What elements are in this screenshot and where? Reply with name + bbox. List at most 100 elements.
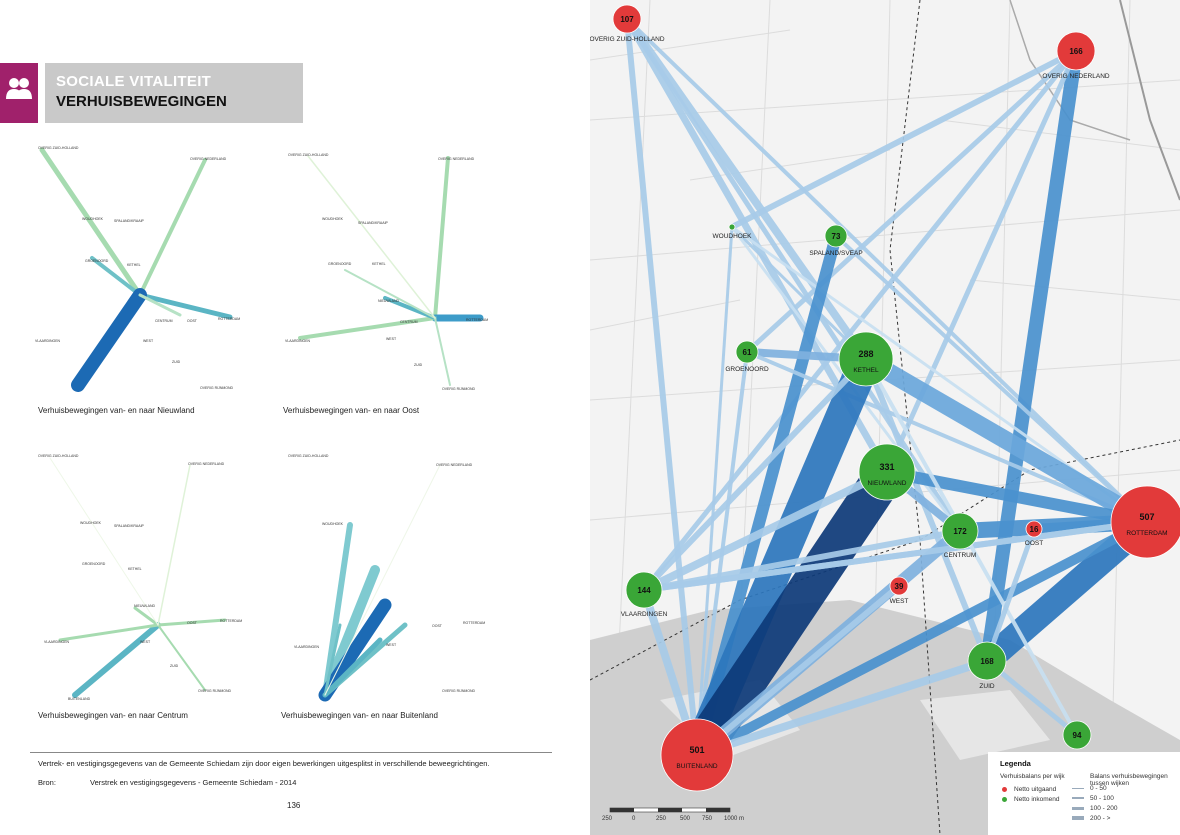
mini-label: OVERIG RIJNMOND — [198, 689, 232, 693]
node-circle — [728, 223, 736, 231]
mini-label: ROTTERDAM — [218, 317, 240, 321]
mini-label: SPALAND/KRAAIP — [114, 219, 145, 223]
node-circle — [838, 331, 894, 387]
node-label: OOST — [1025, 540, 1043, 547]
legend-item-uitgaand: Netto uitgaand — [1002, 786, 1056, 793]
flow-onl-nw — [884, 49, 1079, 474]
mini-label: ZUID — [170, 664, 179, 668]
node-label: CENTRUM — [944, 552, 977, 559]
flow-map: 107 OVERIG ZUID-HOLLAND 166 OVERIG NEDERLAN… — [590, 0, 1180, 835]
people-icon — [0, 63, 38, 123]
node-circle — [625, 571, 663, 609]
node-west: 39 WEST — [889, 576, 909, 605]
flow-vl-ro — [643, 519, 1148, 593]
node-circle — [967, 641, 1007, 681]
node-label: GROENOORD — [725, 366, 769, 373]
node-woudhoek: WOUDHOEK — [713, 223, 752, 240]
node-circle — [612, 4, 642, 34]
legend-label: 50 - 100 — [1090, 795, 1114, 802]
node-value: 168 — [980, 657, 994, 666]
legend-label: 0 - 50 — [1090, 785, 1107, 792]
flow-width-icon — [1072, 787, 1084, 789]
flow-we-bu — [695, 583, 901, 758]
mini-label: ZUID — [172, 360, 181, 364]
mini-label: GROENOORD — [82, 562, 106, 566]
red-dot-icon — [1002, 786, 1007, 792]
legend-flow-class: 100 - 200 — [1072, 805, 1117, 812]
node-label: OVERIG ZUID-HOLLAND — [590, 36, 665, 43]
flow-wh-ke — [730, 225, 868, 361]
flow-ozh-ce — [624, 17, 963, 533]
flow-width-icon — [1072, 797, 1084, 800]
flow-onl-wh — [730, 48, 1078, 230]
mini-label: WEST — [140, 640, 151, 644]
legend-flow-class: 50 - 100 — [1072, 795, 1114, 802]
scale-label: 500 — [680, 816, 691, 822]
page-title: VERHUISBEWEGINGEN — [56, 93, 227, 110]
node-circle — [1110, 485, 1180, 559]
divider — [30, 752, 552, 753]
node-circle — [1062, 720, 1092, 750]
mini-label: WOUDHOEK — [322, 217, 344, 221]
node-value: 94 — [1073, 731, 1082, 740]
legend-balance-title: Verhuisbalans per wijk — [1000, 773, 1065, 780]
flow-nw-bu — [680, 460, 904, 767]
node-label: SPALAND/SVEAP — [809, 250, 862, 257]
flow-nw-vl — [642, 468, 889, 594]
flow-nw-ro — [885, 466, 1149, 528]
mini-map-buitenland: OVERIG ZUID-HOLLAND OVERIG NEDERLAND WOU… — [288, 454, 485, 702]
mini-caption-centrum: Verhuisbewegingen van- en naar Centrum — [38, 711, 188, 720]
flow-width-icon — [1072, 816, 1084, 821]
legend-flow-title: Balans verhuisbewegingen tussen wijken — [1090, 773, 1168, 787]
node-circle — [889, 576, 909, 596]
mini-label: OVERIG RIJNMOND — [442, 689, 476, 693]
mini-label: SPALAND/KRAAIP — [358, 221, 389, 225]
mini-caption-nieuwland: Verhuisbewegingen van- en naar Nieuwland — [38, 406, 195, 415]
mini-label: WEST — [386, 337, 397, 341]
flow-oo-zu — [984, 528, 1037, 662]
node-label: BUITENLAND — [676, 763, 717, 770]
node-label: OVERIG NEDERLAND — [1042, 73, 1109, 80]
mini-label: OOST — [432, 624, 443, 628]
mini-label: WEST — [386, 643, 397, 647]
node-circle — [1056, 31, 1096, 71]
legend-title: Legenda — [1000, 759, 1031, 768]
footnote: Vertrek- en vestigingsgegevens van de Ge… — [38, 759, 490, 768]
node-vlaardingen: 144 VLAARDINGEN — [621, 571, 668, 618]
node-circles: 107 OVERIG ZUID-HOLLAND 166 OVERIG NEDERLAN… — [590, 4, 1180, 792]
mini-map-oost: OVERIG ZUID-HOLLAND OVERIG NEDERLAND WOU… — [285, 153, 488, 391]
node-nieuwland: 331 NIEUWLAND — [858, 443, 916, 501]
node-circle — [735, 340, 759, 364]
mini-label: KETHEL — [127, 263, 141, 267]
node-value: 331 — [879, 462, 894, 472]
mini-label: OVERIG RIJNMOND — [442, 387, 476, 391]
flow-ke-or — [864, 358, 1079, 736]
scale-label: 250 — [602, 816, 613, 822]
mini-map-nieuwland: OVERIG ZUID-HOLLAND OVERIG NEDERLAND WOU… — [35, 146, 240, 392]
flow-wh-bu — [695, 226, 734, 756]
mini-label: OVERIG ZUID-HOLLAND — [288, 153, 329, 157]
mini-label: OVERIG NEDERLAND — [438, 157, 475, 161]
node-label: NIEUWLAND — [867, 480, 906, 487]
node-kethel: 288 KETHEL — [838, 331, 894, 387]
legend-label: 100 - 200 — [1090, 805, 1118, 812]
node-value: 39 — [895, 582, 904, 591]
node-zuid: 168 ZUID — [967, 641, 1007, 690]
mini-label: VLAARDINGEN — [285, 339, 311, 343]
node-value: 73 — [832, 232, 841, 241]
node-value: 144 — [637, 586, 651, 595]
mini-label: OVERIG ZUID-HOLLAND — [38, 146, 79, 150]
left-page: SOCIALE VITALITEIT VERHUISBEWEGINGEN OVE… — [0, 63, 552, 810]
mini-label: OVERIG RIJNMOND — [200, 386, 234, 390]
mini-label: WOUDHOEK — [82, 217, 104, 221]
mini-caption-buitenland: Verhuisbewegingen van- en naar Buitenlan… — [281, 711, 439, 720]
node-label: KETHEL — [853, 367, 879, 374]
scale-label: 750 — [702, 816, 713, 822]
node-rotterdam: 507 ROTTERDAM — [1110, 485, 1180, 559]
node-value: 172 — [953, 527, 967, 536]
flow-ozh-ro — [625, 17, 1149, 524]
mini-label: VLAARDINGEN — [44, 640, 70, 644]
legend-flow-class: 200 - > — [1072, 815, 1110, 822]
mini-label: OOST — [187, 319, 198, 323]
node-groenoord: 61 GROENOORD — [725, 340, 769, 373]
